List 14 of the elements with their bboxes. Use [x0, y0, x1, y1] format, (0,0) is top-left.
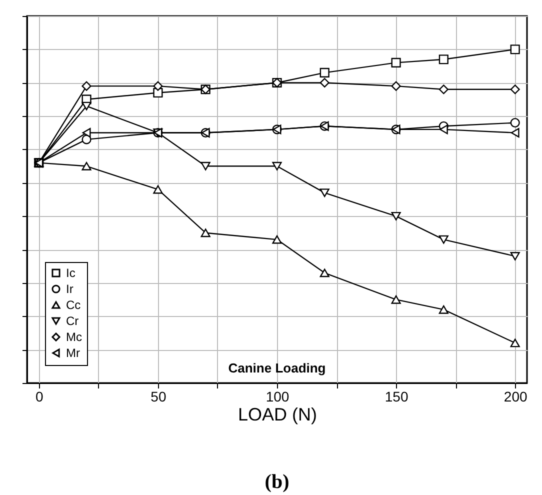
legend-label: Ir	[66, 282, 74, 296]
x-axis-title: LOAD (N)	[238, 404, 318, 424]
legend-label: Cc	[66, 298, 81, 312]
legend-label: Mc	[66, 330, 82, 344]
x-tick-label: 150	[384, 388, 408, 404]
legend-label: Cr	[66, 314, 79, 328]
annotation: Canine Loading	[228, 360, 326, 376]
x-tick-label: 50	[150, 388, 166, 404]
legend-label: Mr	[66, 346, 80, 360]
x-tick-label: 0	[36, 388, 44, 404]
text: (b)	[264, 471, 290, 493]
legend-label: Ic	[66, 266, 76, 280]
x-tick-label: 100	[266, 388, 290, 404]
x-tick-label: 200	[504, 388, 528, 404]
